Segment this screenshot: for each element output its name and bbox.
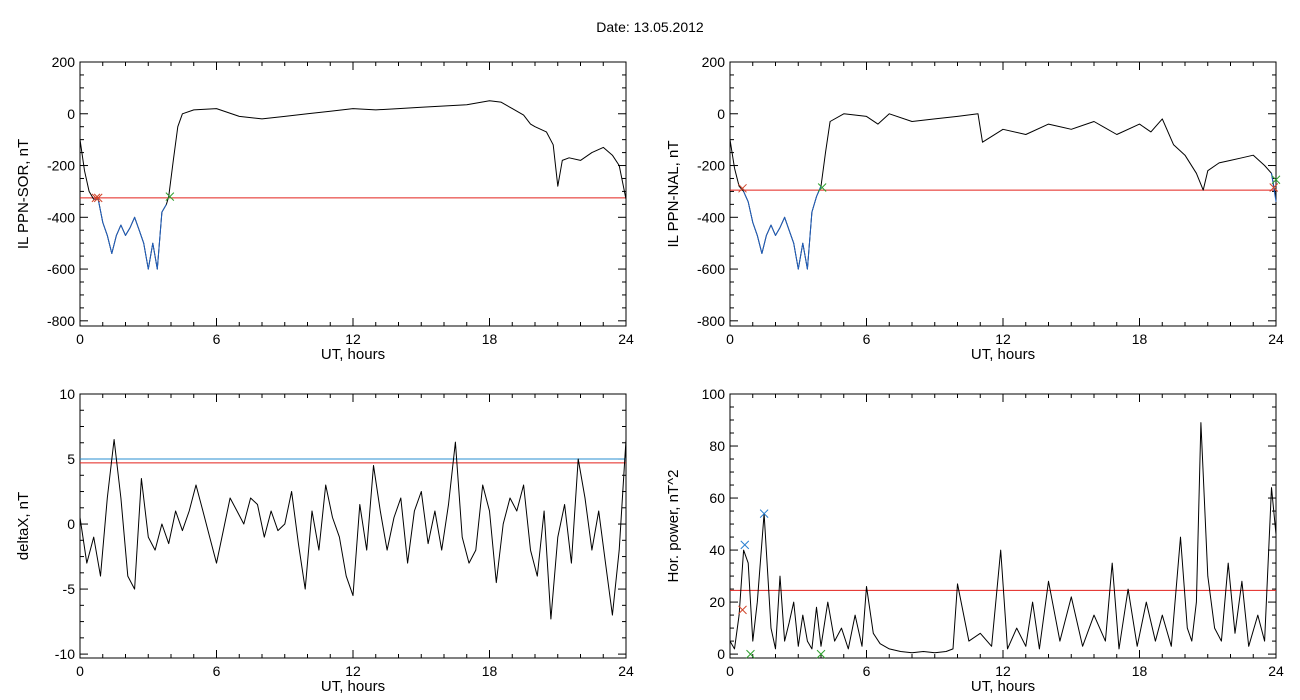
x-tick-label: 18 [482,331,498,347]
end-marker [91,193,101,203]
y-tick-label: 80 [709,438,725,454]
x-tick-label: 6 [863,663,871,679]
y-tick-label: 20 [709,594,725,610]
y-axis-label: deltaX, nT [15,492,32,560]
x-tick-label: 6 [213,331,221,347]
x-tick-label: 12 [345,331,361,347]
y-tick-label: 200 [52,54,76,70]
x-tick-label: 0 [76,663,84,679]
y-axis-label: IL PPN-SOR, nT [15,139,32,249]
x-tick-label: 12 [995,331,1011,347]
x-axis-label: UT, hours [971,678,1035,695]
start-marker [1271,175,1281,185]
end-marker [1269,183,1279,192]
x-tick-label: 24 [618,331,634,347]
y-tick-label: 200 [702,54,726,70]
x-tick-label: 0 [76,331,84,347]
x-tick-label: 18 [482,663,498,679]
x-tick-label: 12 [995,663,1011,679]
data-series-line [79,439,627,620]
chart-panel-bottom-left: 0 6 12 18 24 -10 -5 0 5 10 UT, hours deltaX, nT [15,386,634,695]
x-tick-label: 0 [726,331,734,347]
x-tick-label: 18 [1132,663,1148,679]
y-tick-label: 5 [67,451,75,467]
event-interval-series [743,186,822,270]
plot-frame [79,393,627,659]
y-tick-label: 0 [67,106,75,122]
y-axis-label: Hor. power, nT^2 [665,470,682,583]
x-tick-label: 12 [345,663,361,679]
data-series-line [729,113,1277,270]
x-tick-label: 24 [618,663,634,679]
y-tick-label: -600 [697,261,725,277]
y-tick-label: 40 [709,542,725,558]
x-tick-label: 6 [863,331,871,347]
y-tick-label: -200 [697,158,725,174]
chart-panel-top-left: 0 6 12 18 24 -800 -600 -400 -200 0 200 UT, hours IL … [15,54,634,363]
start-marker [816,649,826,659]
chart-panel-bottom-right: 0 6 12 18 24 0 20 40 60 80 100 UT, hours Hor. power,… [665,386,1284,695]
data-series-line [79,100,627,270]
start-marker [817,183,827,192]
x-axis-label: UT, hours [971,346,1035,363]
plot-frame [729,61,1277,327]
y-tick-label: -600 [47,261,75,277]
y-tick-label: -800 [697,313,725,329]
x-tick-label: 24 [1268,331,1284,347]
y-tick-label: -800 [47,313,75,329]
y-tick-label: 0 [67,516,75,532]
y-tick-label: 60 [709,490,725,506]
x-tick-label: 6 [213,663,221,679]
end-marker [738,605,747,615]
end-marker [738,183,747,193]
y-tick-label: 0 [717,106,725,122]
peak-marker [740,540,750,550]
x-axis-label: UT, hours [321,678,385,695]
data-series-line [729,422,1277,654]
x-tick-label: 0 [726,663,734,679]
y-tick-label: -10 [55,646,75,662]
x-axis-label: UT, hours [321,346,385,363]
start-marker [746,649,755,659]
y-tick-label: -400 [47,209,75,225]
y-tick-label: 100 [702,386,726,402]
y-tick-label: -400 [697,209,725,225]
plot-frame [79,61,627,327]
chart-panel-top-right: 0 6 12 18 24 -800 -600 -400 -200 0 200 UT, hours IL … [665,54,1284,363]
y-tick-label: 0 [717,646,725,662]
y-tick-label: -200 [47,158,75,174]
y-axis-label: IL PPN-NAL, nT [665,141,682,248]
x-tick-label: 24 [1268,663,1284,679]
peak-marker [759,509,769,518]
page-title: Date: 13.05.2012 [596,19,704,35]
event-interval-series [93,198,167,270]
start-marker [165,192,175,201]
y-tick-label: 10 [59,386,75,402]
y-tick-label: -5 [63,581,76,597]
end-marker [93,193,103,203]
x-tick-label: 18 [1132,331,1148,347]
